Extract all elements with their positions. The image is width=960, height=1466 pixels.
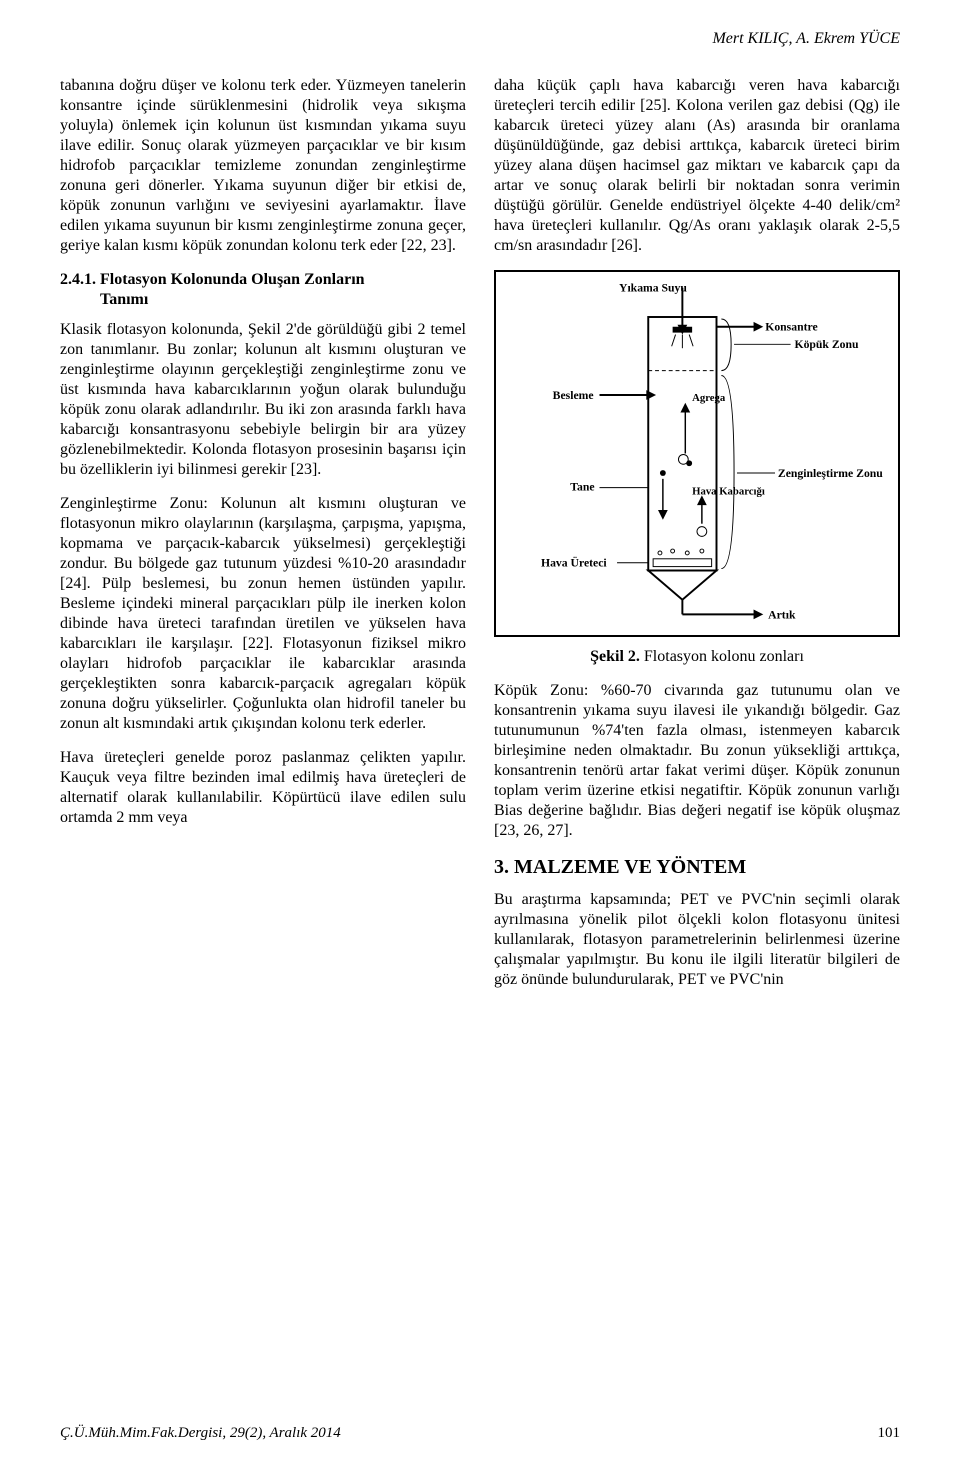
- label-artik: Artık: [768, 608, 796, 621]
- left-column: tabanına doğru düşer ve kolonu terk eder…: [60, 76, 466, 1004]
- subheading-2-4-1: 2.4.1. Flotasyon Kolonunda Oluşan Zonlar…: [60, 270, 466, 310]
- section-3-heading: 3. MALZEME VE YÖNTEM: [494, 855, 900, 880]
- left-p2: Klasik flotasyon kolonunda, Şekil 2'de g…: [60, 320, 466, 480]
- flotation-column-diagram: Yıkama Suyu Konsantre Köpük Zonu: [502, 278, 892, 629]
- footer-page-number: 101: [878, 1425, 901, 1442]
- page: Mert KILIÇ, A. Ekrem YÜCE tabanına doğru…: [0, 0, 960, 1466]
- label-hava-kabarcigi: Hava Kabarcığı: [692, 485, 765, 497]
- header-authors: Mert KILIÇ, A. Ekrem YÜCE: [60, 30, 900, 48]
- fig-caption-label: Şekil 2.: [590, 648, 640, 665]
- figure-2: Yıkama Suyu Konsantre Köpük Zonu: [494, 270, 900, 637]
- content-columns: tabanına doğru düşer ve kolonu terk eder…: [60, 76, 900, 1004]
- fig-caption-text: Flotasyon kolonu zonları: [640, 648, 804, 665]
- label-konsantre: Konsantre: [765, 321, 817, 334]
- label-besleme: Besleme: [553, 389, 594, 402]
- left-p3: Zenginleştirme Zonu: Kolunun alt kısmını…: [60, 494, 466, 734]
- label-yikama-suyu: Yıkama Suyu: [619, 282, 687, 295]
- footer: Ç.Ü.Müh.Mim.Fak.Dergisi, 29(2), Aralık 2…: [60, 1425, 900, 1442]
- label-agrega: Agrega: [692, 392, 726, 404]
- label-tane: Tane: [570, 481, 594, 494]
- right-p1: daha küçük çaplı hava kabarcığı veren ha…: [494, 76, 900, 256]
- figure-2-caption: Şekil 2. Flotasyon kolonu zonları: [494, 647, 900, 667]
- label-kopuk-zonu: Köpük Zonu: [795, 338, 859, 351]
- label-hava-ureteci: Hava Üreteci: [541, 556, 607, 570]
- subhead-line2: Tanımı: [60, 290, 466, 310]
- left-p4: Hava üreteçleri genelde poroz paslanmaz …: [60, 748, 466, 828]
- subhead-line1: Flotasyon Kolonunda Oluşan Zonların: [100, 271, 365, 288]
- right-p2: Köpük Zonu: %60-70 civarında gaz tutunum…: [494, 681, 900, 841]
- right-p3: Bu araştırma kapsamında; PET ve PVC'nin …: [494, 890, 900, 990]
- footer-journal: Ç.Ü.Müh.Mim.Fak.Dergisi, 29(2), Aralık 2…: [60, 1425, 341, 1442]
- right-column: daha küçük çaplı hava kabarcığı veren ha…: [494, 76, 900, 1004]
- subhead-num: 2.4.1.: [60, 271, 96, 288]
- label-zenginlestirme-zonu: Zenginleştirme Zonu: [778, 467, 883, 480]
- left-p1: tabanına doğru düşer ve kolonu terk eder…: [60, 76, 466, 256]
